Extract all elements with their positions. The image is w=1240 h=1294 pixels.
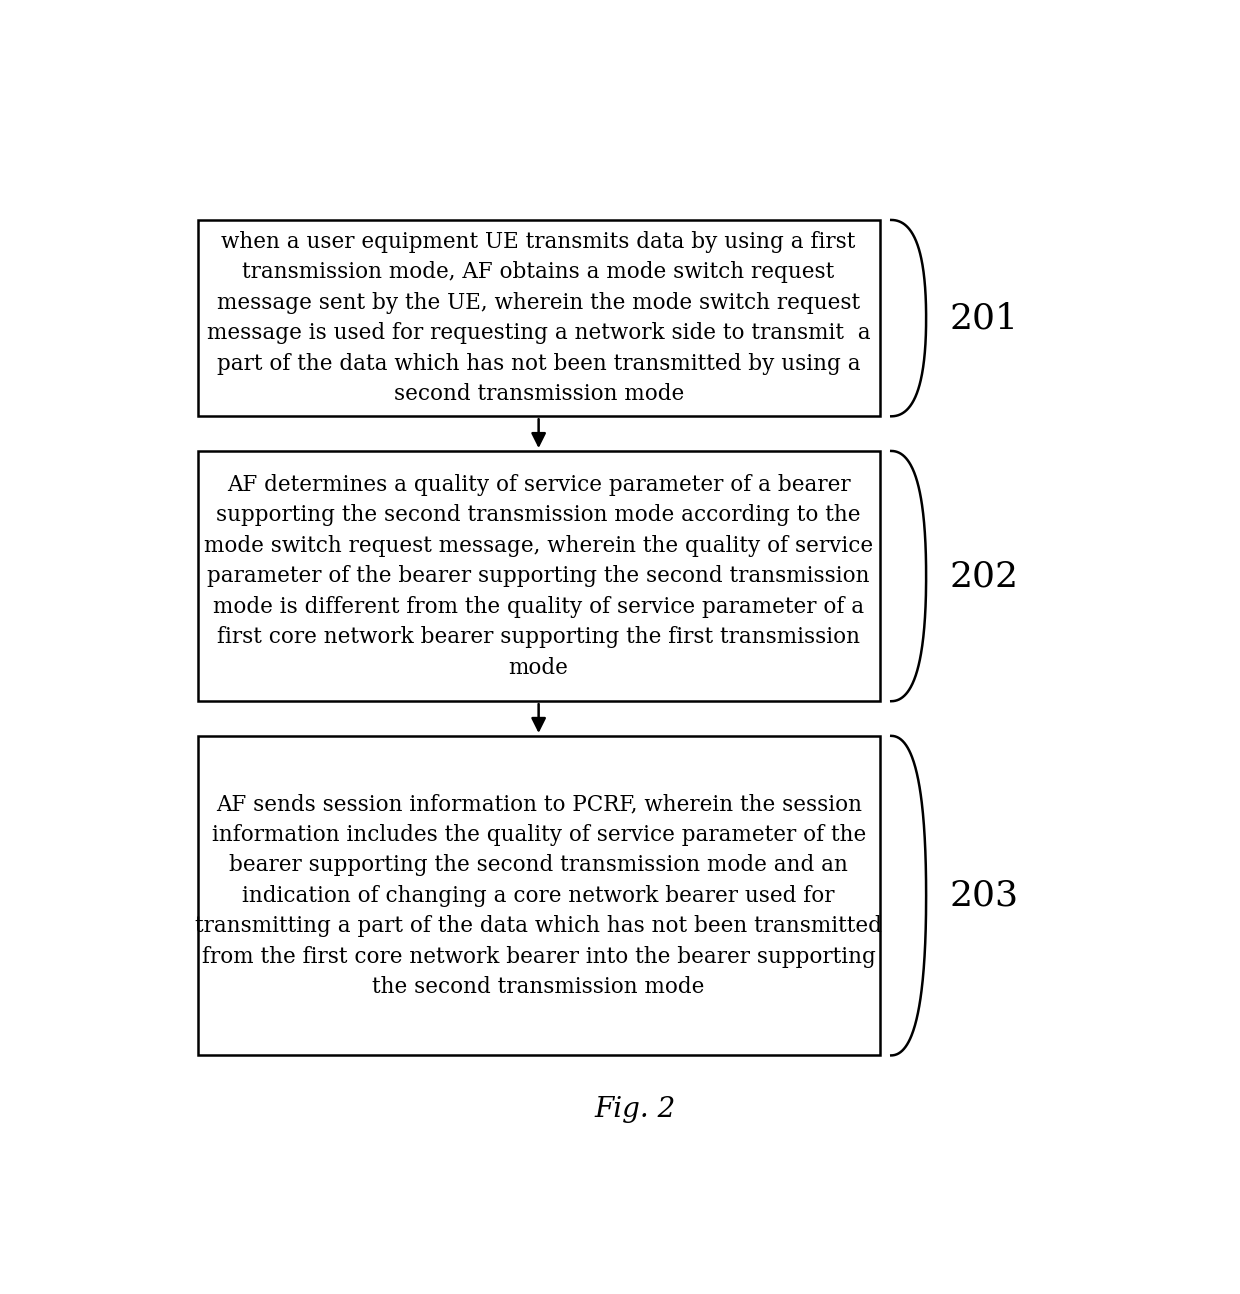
Bar — [197, 220, 879, 417]
Text: 202: 202 — [950, 559, 1018, 593]
Text: AF sends session information to PCRF, wherein the session
information includes t: AF sends session information to PCRF, wh… — [195, 793, 882, 998]
Text: AF determines a quality of service parameter of a bearer
supporting the second t: AF determines a quality of service param… — [205, 474, 873, 678]
Text: 203: 203 — [950, 879, 1018, 912]
Bar — [197, 736, 879, 1056]
Text: when a user equipment UE transmits data by using a first
transmission mode, AF o: when a user equipment UE transmits data … — [207, 230, 870, 405]
Text: 201: 201 — [950, 302, 1018, 335]
Bar — [197, 452, 879, 701]
Text: Fig. 2: Fig. 2 — [595, 1096, 676, 1123]
